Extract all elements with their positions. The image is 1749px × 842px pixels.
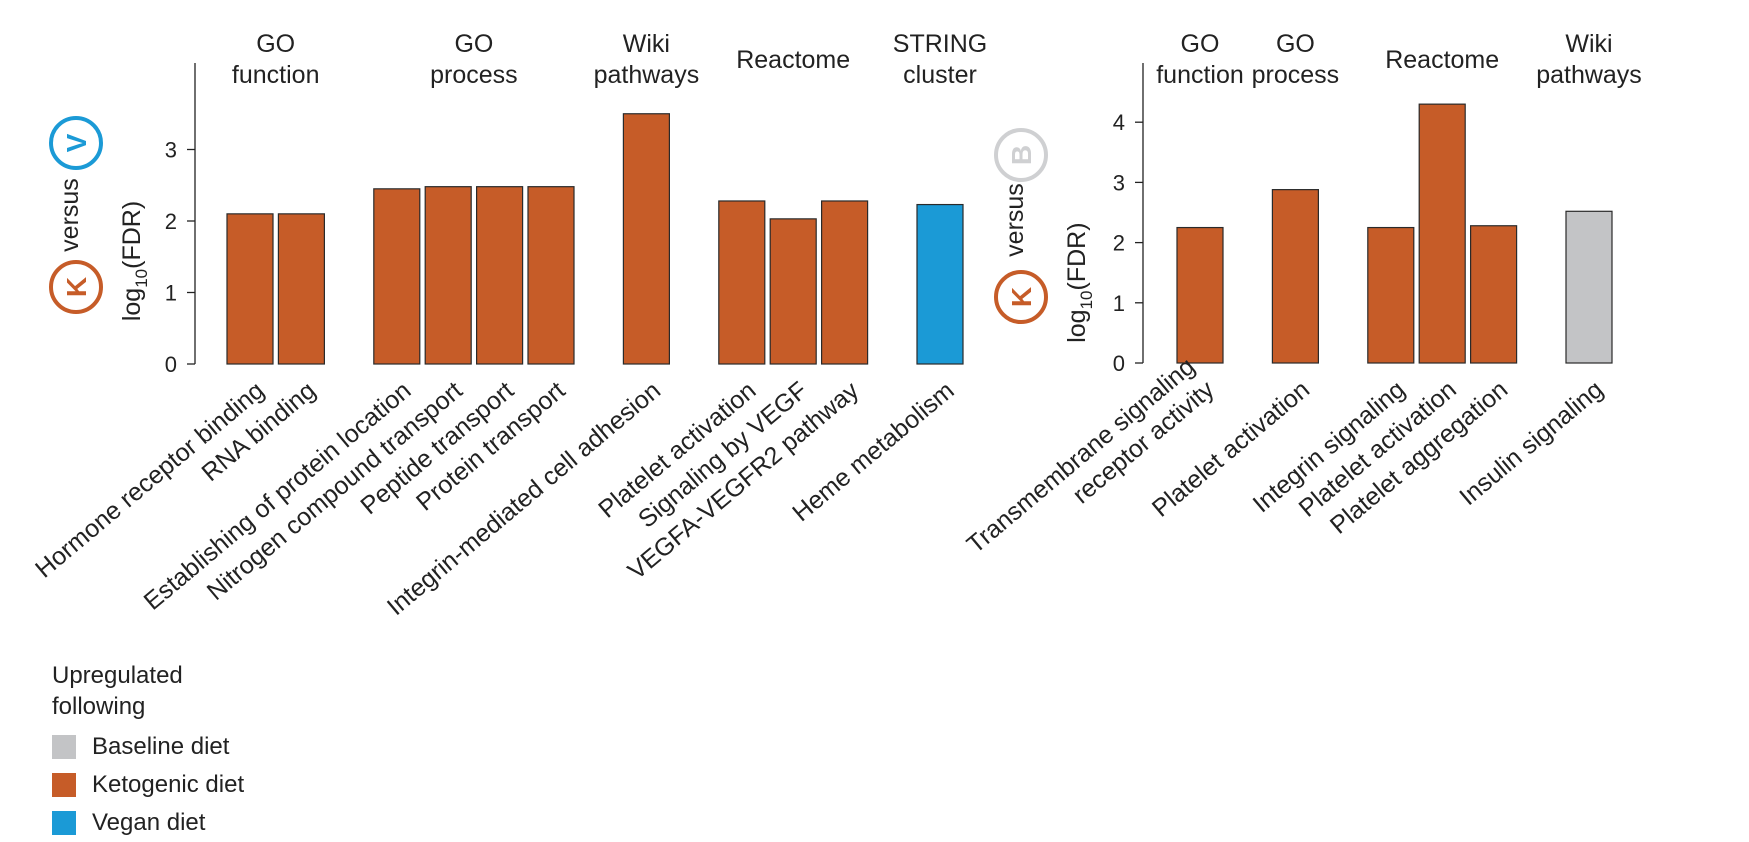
- legend-item-ketogenic: Ketogenic diet: [52, 766, 352, 804]
- bar-integrin-signaling: [1367, 226, 1415, 364]
- bar-insulin-signaling: [1565, 210, 1613, 364]
- bar-heme-metabolism: [916, 203, 964, 365]
- group-label-go-function: GO function: [1156, 30, 1244, 89]
- bar-platelet-activation: [718, 200, 766, 365]
- bar-nitrogen-compound-transport: [424, 186, 472, 365]
- comparison-letter-k: K: [1006, 287, 1037, 307]
- group-label-reactome: Reactome: [736, 46, 850, 74]
- bar-peptide-transport: [476, 186, 524, 365]
- legend-label-baseline: Baseline diet: [92, 733, 230, 760]
- group-label-reactome: Reactome: [1385, 46, 1499, 74]
- comparison-circle-k: [994, 270, 1048, 324]
- comparison-word: versus: [1001, 183, 1029, 257]
- comparison-word: versus: [56, 178, 84, 252]
- legend-swatch-ketogenic: [52, 773, 76, 797]
- y-tick-label: 3: [165, 138, 177, 163]
- bar-protein-transport: [527, 186, 575, 365]
- bar-vegfa-vegfr2-pathway: [820, 200, 869, 365]
- group-label-wiki-pathways: Wiki pathways: [594, 30, 700, 89]
- bar-platelet-activation: [1418, 103, 1466, 364]
- category-label: Heme metabolism: [787, 376, 959, 527]
- legend-swatch-vegan: [52, 811, 76, 835]
- category-label: Hormone receptor binding: [30, 376, 269, 583]
- group-label-string-cluster: STRING cluster: [893, 30, 987, 89]
- bar-rna-binding: [277, 213, 325, 365]
- y-tick-label: 0: [1113, 351, 1125, 376]
- bar-transmembrane-signaling-receptor-activity: [1176, 226, 1224, 364]
- y-tick-label: 0: [165, 352, 177, 377]
- legend-label-vegan: Vegan diet: [92, 809, 206, 836]
- comparison-letter-k: K: [61, 277, 92, 297]
- bar-integrin-mediated-cell-adhesion: [622, 113, 671, 365]
- group-label-go-process: GO process: [430, 30, 518, 89]
- legend-label-ketogenic: Ketogenic diet: [92, 771, 245, 798]
- y-tick-label: 2: [1113, 231, 1125, 256]
- bar-platelet-activation: [1271, 189, 1320, 364]
- legend-item-vegan: Vegan diet: [52, 804, 352, 842]
- y-tick-label: 4: [1113, 110, 1125, 135]
- legend-swatch-baseline: [52, 735, 76, 759]
- y-tick-label: 1: [1113, 291, 1125, 316]
- bar-hormone-receptor-binding: [226, 213, 274, 365]
- bar-platelet-aggregation: [1469, 225, 1518, 364]
- comparison-circle-v: [49, 116, 103, 170]
- y-axis-label: log10(FDR): [118, 201, 151, 321]
- comparison-circle-b: [994, 128, 1048, 182]
- comparison-letter-b: B: [1006, 145, 1037, 165]
- legend-item-baseline: Baseline diet: [52, 728, 352, 766]
- legend: Upregulated following Baseline diet Keto…: [52, 660, 352, 842]
- group-label-wiki-pathways: Wiki pathways: [1536, 30, 1642, 89]
- y-tick-label: 3: [1113, 170, 1125, 195]
- comparison-circle-k: [49, 260, 103, 314]
- category-label: Transmembrane signalingreceptor activity: [962, 352, 1220, 582]
- y-axis-label: log10(FDR): [1063, 222, 1096, 342]
- y-tick-label: 1: [165, 281, 177, 306]
- group-label-go-function: GO function: [232, 30, 320, 89]
- group-label-go-process: GO process: [1252, 30, 1340, 89]
- legend-title: Upregulated following: [52, 662, 183, 720]
- comparison-letter-v: V: [61, 133, 92, 152]
- bar-signaling-by-vegf: [769, 218, 817, 365]
- y-tick-label: 2: [165, 209, 177, 234]
- bar-establishing-of-protein-location: [373, 188, 421, 365]
